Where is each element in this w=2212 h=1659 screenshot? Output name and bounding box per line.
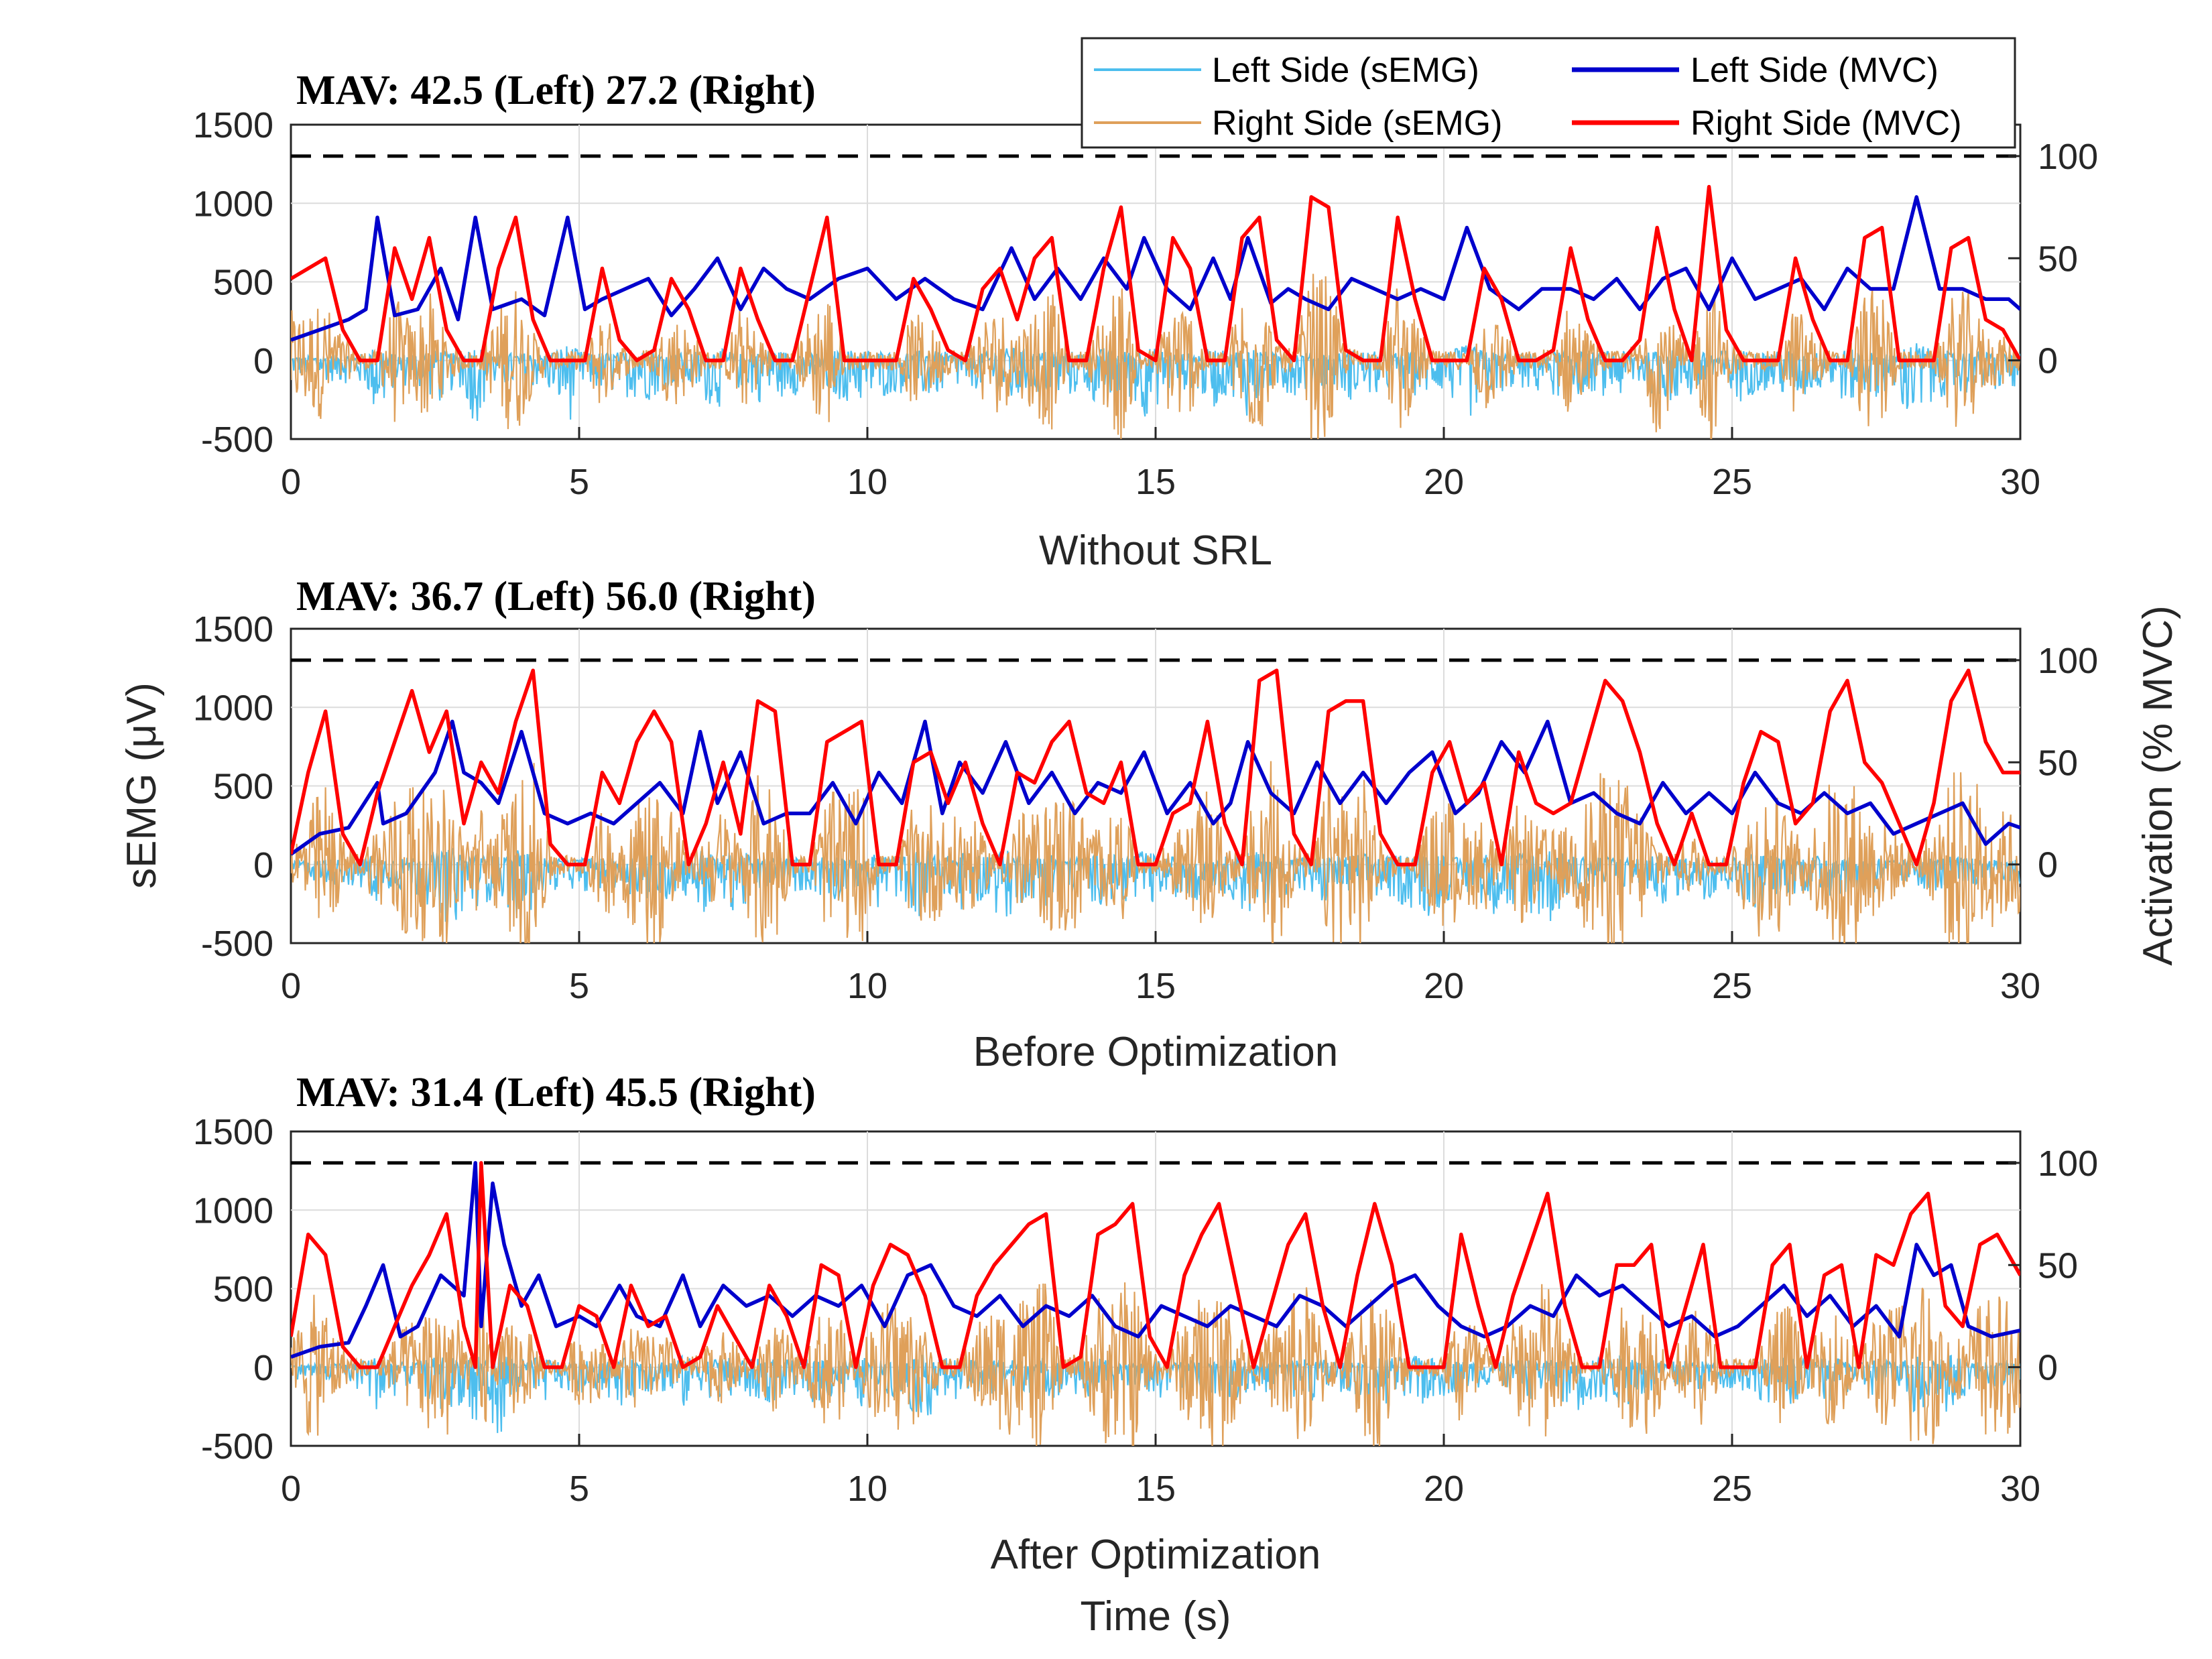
- x-tick-label: 30: [2000, 1469, 2040, 1509]
- right-mvc-line: [291, 184, 2020, 363]
- y-tick-label: 1000: [193, 184, 273, 224]
- x-tick-label: 20: [1424, 1469, 1464, 1509]
- x-axis-label: Before Optimization: [973, 1029, 1338, 1075]
- y-right-tick-label: 50: [2038, 743, 2078, 783]
- right-mvc-line: [291, 668, 2020, 867]
- y-tick-label: 1500: [193, 105, 273, 145]
- x-tick-label: 15: [1135, 1469, 1176, 1509]
- y-right-tick-labels: 0 50 100: [2008, 137, 2098, 381]
- y-tick-label: 1500: [193, 609, 273, 650]
- mav-title: MAV: 42.5 (Left) 27.2 (Right): [296, 68, 816, 113]
- legend-label: Right Side (MVC): [1691, 104, 1962, 143]
- y-right-tick-label: 0: [2038, 341, 2058, 381]
- y-tick-label: 1000: [193, 1190, 273, 1231]
- x-tick-label: 20: [1424, 966, 1464, 1006]
- legend-label: Left Side (sEMG): [1212, 51, 1479, 90]
- y-right-tick-label: 0: [2038, 845, 2058, 885]
- x-tick-label: 10: [847, 1469, 887, 1509]
- y-axis-label-right: Activation (% MVC): [2135, 605, 2181, 965]
- x-tick-labels: 0 5 10 15 20 25 30: [281, 931, 2040, 1006]
- y-tick-label: 0: [253, 1348, 273, 1388]
- y-right-tick-labels: 0 50 100: [2008, 1144, 2098, 1388]
- x-tick-label: 5: [569, 966, 589, 1006]
- left-mvc-line: [291, 719, 2020, 856]
- y-right-tick-label: 100: [2038, 1144, 2098, 1184]
- legend-entry-right-semg: Right Side (sEMG): [1094, 104, 1502, 143]
- x-tick-labels: 0 5 10 15 20 25 30: [281, 1434, 2040, 1509]
- legend: Left Side (sEMG) Left Side (MVC) Right S…: [1081, 37, 2016, 149]
- mvc-traces: [291, 184, 2020, 363]
- y-right-tick-label: 100: [2038, 641, 2098, 681]
- y-tick-labels: -500 0 500 1000 1500: [193, 609, 273, 964]
- x-tick-label: 25: [1712, 966, 1752, 1006]
- right-semg-trace: [291, 761, 2020, 943]
- mav-title: MAV: 31.4 (Left) 45.5 (Right): [296, 1070, 816, 1115]
- x-tick-label: 0: [281, 1469, 301, 1509]
- y-tick-label: 1500: [193, 1112, 273, 1152]
- x-tick-label: 10: [847, 966, 887, 1006]
- legend-entry-left-mvc: Left Side (MVC): [1572, 51, 1939, 90]
- x-tick-label: 30: [2000, 462, 2040, 502]
- left-mvc-line: [291, 1161, 2020, 1359]
- y-tick-label: 500: [213, 767, 273, 807]
- x-tick-labels: 0 5 10 15 20 25 30: [281, 427, 2040, 502]
- y-tick-label: 0: [253, 341, 273, 381]
- y-right-tick-label: 50: [2038, 1245, 2078, 1286]
- x-tick-label: 0: [281, 462, 301, 502]
- x-tick-label: 30: [2000, 966, 2040, 1006]
- mav-title: MAV: 36.7 (Left) 56.0 (Right): [296, 574, 816, 619]
- mvc-traces: [291, 1161, 2020, 1369]
- y-tick-labels: -500 0 500 1000 1500: [193, 105, 273, 460]
- x-tick-label: 20: [1424, 462, 1464, 502]
- legend-box: [1081, 37, 2016, 149]
- y-tick-label: -500: [201, 420, 273, 460]
- y-tick-labels: -500 0 500 1000 1500: [193, 1112, 273, 1467]
- y-tick-label: -500: [201, 924, 273, 964]
- right-semg-trace: [291, 273, 2020, 439]
- legend-label: Right Side (sEMG): [1212, 104, 1502, 143]
- time-axis-label: Time (s): [1081, 1593, 1231, 1640]
- y-right-tick-label: 0: [2038, 1348, 2058, 1388]
- mvc-traces: [291, 668, 2020, 867]
- x-tick-label: 0: [281, 966, 301, 1006]
- y-axis-label-left: sEMG (μV): [119, 682, 165, 889]
- legend-entry-left-semg: Left Side (sEMG): [1094, 51, 1479, 90]
- legend-entry-right-mvc: Right Side (MVC): [1572, 104, 1962, 143]
- x-tick-label: 25: [1712, 1469, 1752, 1509]
- x-tick-label: 15: [1135, 462, 1176, 502]
- y-tick-label: 1000: [193, 688, 273, 728]
- y-right-tick-label: 50: [2038, 239, 2078, 279]
- legend-label: Left Side (MVC): [1691, 51, 1939, 90]
- y-right-tick-labels: 0 50 100: [2008, 641, 2098, 885]
- y-right-tick-label: 100: [2038, 137, 2098, 177]
- x-tick-label: 5: [569, 462, 589, 502]
- x-tick-label: 5: [569, 1469, 589, 1509]
- y-tick-label: 500: [213, 263, 273, 303]
- x-tick-label: 25: [1712, 462, 1752, 502]
- x-axis-label: After Optimization: [991, 1532, 1321, 1578]
- y-tick-label: 0: [253, 845, 273, 885]
- x-tick-label: 15: [1135, 966, 1176, 1006]
- x-tick-label: 10: [847, 462, 887, 502]
- right-mvc-line: [291, 1161, 2020, 1369]
- x-axis-label: Without SRL: [1039, 528, 1272, 574]
- y-tick-label: -500: [201, 1426, 273, 1467]
- y-tick-label: 500: [213, 1270, 273, 1310]
